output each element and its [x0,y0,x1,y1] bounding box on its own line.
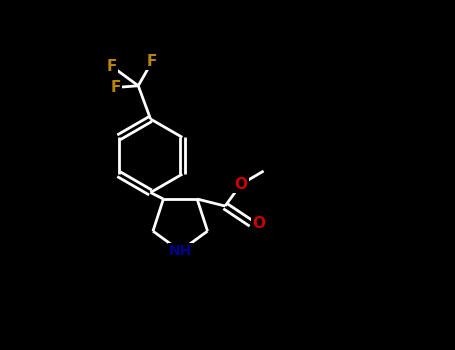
Text: F: F [107,59,117,74]
Text: F: F [147,54,157,69]
Text: NH: NH [169,244,192,258]
Text: F: F [110,80,121,95]
Text: O: O [234,177,248,192]
Text: O: O [253,216,266,231]
